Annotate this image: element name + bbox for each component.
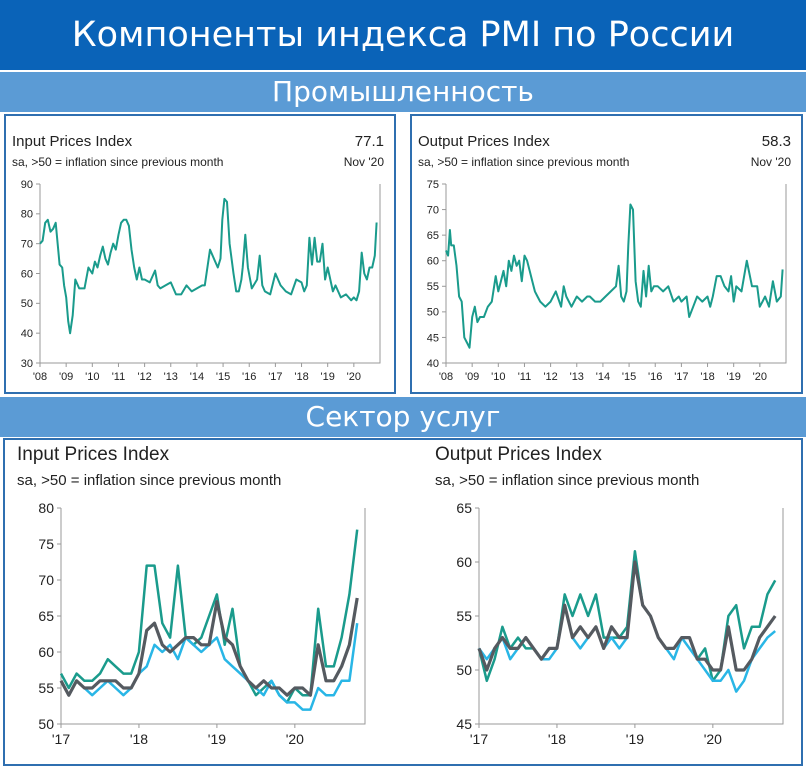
- series-line-0: [445, 203, 784, 349]
- chart-panel-manufacturing-output: Output Prices Index sa, >50 = inflation s…: [410, 114, 803, 394]
- x-tick-label: '17: [470, 731, 488, 747]
- y-tick-label: 70: [38, 572, 54, 588]
- x-tick-label: '12: [137, 371, 151, 383]
- y-tick-label: 40: [427, 358, 439, 370]
- x-tick-label: '14: [596, 371, 610, 383]
- y-tick-label: 60: [21, 268, 33, 280]
- chart-subtitle: sa, >50 = inflation since previous month: [17, 472, 281, 489]
- x-tick-label: '15: [216, 371, 230, 383]
- x-tick-label: '16: [242, 371, 256, 383]
- y-tick-label: 55: [427, 281, 439, 293]
- latest-date: Nov '20: [344, 155, 385, 169]
- y-tick-label: 55: [456, 608, 472, 624]
- x-tick-label: '19: [727, 371, 741, 383]
- y-tick-label: 65: [456, 500, 472, 516]
- x-tick-label: '14: [190, 371, 204, 383]
- x-tick-label: '16: [648, 371, 662, 383]
- series-line-0: [59, 529, 359, 704]
- y-tick-label: 30: [21, 358, 33, 370]
- x-tick-label: '17: [52, 731, 70, 747]
- x-tick-label: '15: [622, 371, 636, 383]
- x-tick-label: '09: [59, 371, 73, 383]
- page-title: Компоненты индекса PMI по России: [0, 0, 806, 70]
- y-tick-label: 90: [21, 179, 33, 191]
- y-tick-label: 65: [38, 608, 54, 624]
- x-tick-label: '11: [112, 371, 126, 383]
- x-tick-label: '17: [674, 371, 688, 383]
- x-tick-label: '17: [268, 371, 282, 383]
- y-tick-label: 50: [456, 662, 472, 678]
- plot-frame: [445, 184, 787, 364]
- x-tick-label: '13: [164, 371, 178, 383]
- y-tick-label: 60: [427, 256, 439, 268]
- x-tick-label: '11: [518, 371, 532, 383]
- x-tick-label: '20: [347, 371, 361, 383]
- y-tick-label: 60: [38, 644, 54, 660]
- chart-subtitle: sa, >50 = inflation since previous month: [12, 155, 223, 169]
- x-tick-label: '19: [626, 731, 644, 747]
- y-tick-label: 70: [21, 239, 33, 251]
- x-tick-label: '10: [85, 371, 99, 383]
- y-tick-label: 40: [21, 328, 33, 340]
- chart-subtitle: sa, >50 = inflation since previous month: [435, 472, 699, 489]
- chart-svg: Input Prices Index sa, >50 = inflation si…: [12, 133, 385, 383]
- y-tick-label: 65: [427, 230, 439, 242]
- section-title-manufacturing: Промышленность: [0, 72, 806, 112]
- latest-date: Nov '20: [751, 155, 792, 169]
- x-tick-label: '09: [465, 371, 479, 383]
- series-line-0: [477, 549, 777, 683]
- latest-value: 77.1: [355, 133, 384, 150]
- x-tick-label: '08: [439, 371, 453, 383]
- section-title-services: Сектор услуг: [0, 397, 806, 437]
- x-tick-label: '19: [321, 371, 335, 383]
- chart-svg: Output Prices Index sa, >50 = inflation s…: [418, 133, 792, 383]
- y-tick-label: 75: [427, 179, 439, 191]
- chart-title: Output Prices Index: [418, 133, 550, 150]
- y-tick-label: 50: [21, 298, 33, 310]
- chart-title: Output Prices Index: [435, 444, 602, 465]
- y-tick-label: 50: [427, 307, 439, 319]
- x-tick-label: '20: [753, 371, 767, 383]
- x-tick-label: '18: [294, 371, 308, 383]
- x-tick-label: '20: [286, 731, 304, 747]
- x-tick-label: '12: [543, 371, 557, 383]
- y-tick-label: 55: [38, 680, 54, 696]
- x-tick-label: '19: [208, 731, 226, 747]
- x-tick-label: '08: [33, 371, 47, 383]
- chart-title: Input Prices Index: [17, 444, 170, 465]
- chart-subtitle: sa, >50 = inflation since previous month: [418, 155, 629, 169]
- y-tick-label: 45: [456, 716, 472, 732]
- x-tick-label: '18: [130, 731, 148, 747]
- chart-panel-manufacturing-input: Input Prices Index sa, >50 = inflation si…: [4, 114, 396, 394]
- y-tick-label: 80: [38, 500, 54, 516]
- series-line-2: [59, 597, 359, 697]
- chart-svg: Output Prices Index sa, >50 = inflation s…: [435, 444, 784, 747]
- x-tick-label: '13: [570, 371, 584, 383]
- y-tick-label: 60: [456, 554, 472, 570]
- series-line-2: [477, 560, 777, 672]
- chart-svg: Input Prices Index sa, >50 = inflation si…: [17, 444, 366, 747]
- series-line-0: [39, 197, 378, 335]
- chart-title: Input Prices Index: [12, 133, 133, 150]
- y-tick-label: 75: [38, 536, 54, 552]
- y-tick-label: 50: [38, 716, 54, 732]
- x-tick-label: '18: [700, 371, 714, 383]
- latest-value: 58.3: [762, 133, 791, 150]
- chart-panel-services: Input Prices Index sa, >50 = inflation si…: [3, 438, 803, 766]
- y-tick-label: 70: [427, 204, 439, 216]
- x-tick-label: '18: [548, 731, 566, 747]
- y-tick-label: 80: [21, 209, 33, 221]
- y-tick-label: 45: [427, 332, 439, 344]
- x-tick-label: '10: [491, 371, 505, 383]
- x-tick-label: '20: [704, 731, 722, 747]
